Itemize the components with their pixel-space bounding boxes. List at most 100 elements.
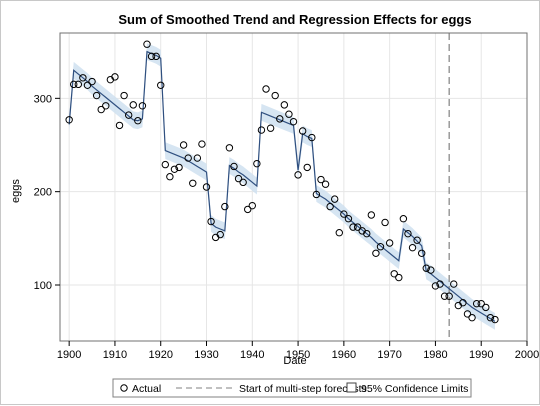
legend-band-label: 95% Confidence Limits — [361, 383, 468, 395]
actual-point — [202, 183, 211, 191]
actual-point — [340, 210, 348, 218]
actual-point — [143, 40, 151, 48]
actual-point — [271, 91, 279, 100]
actual-point — [225, 144, 234, 152]
confidence-band — [69, 43, 495, 330]
actual-point — [445, 292, 453, 300]
actual-point — [463, 310, 472, 318]
x-axis-label: Date — [283, 355, 306, 367]
actual-point — [184, 154, 192, 162]
actual-point — [115, 121, 124, 130]
actual-point — [92, 91, 101, 100]
actual-point — [417, 249, 426, 257]
actual-point — [363, 229, 371, 238]
actual-point — [422, 264, 430, 272]
actual-point — [253, 159, 261, 168]
legend-box — [112, 378, 472, 398]
actual-point — [97, 105, 105, 114]
actual-point — [385, 239, 394, 247]
actual-point — [395, 273, 403, 282]
actual-point — [230, 162, 238, 171]
actual-point — [404, 229, 412, 238]
x-tick-label: 1920 — [148, 349, 172, 361]
actual-point — [317, 175, 325, 184]
actual-point — [244, 205, 252, 214]
actual-point — [459, 299, 467, 307]
actual-point — [65, 116, 73, 124]
actual-point — [207, 217, 215, 226]
actual-point — [381, 218, 389, 227]
plot-area — [59, 32, 528, 342]
actual-point — [349, 223, 357, 231]
actual-point — [408, 243, 417, 252]
actual-point — [234, 174, 243, 183]
x-tick-label: 1950 — [286, 349, 310, 361]
actual-point — [482, 303, 490, 312]
actual-point — [298, 127, 307, 135]
actual-point — [138, 102, 147, 110]
actual-point — [239, 178, 247, 187]
actual-point — [399, 215, 408, 223]
actual-point — [83, 81, 92, 89]
x-tick-label: 1900 — [57, 349, 81, 361]
actual-point — [477, 299, 485, 308]
actual-point — [111, 73, 119, 81]
actual-point — [74, 80, 83, 89]
y-tick-label: 200 — [34, 187, 52, 199]
actual-point — [157, 81, 165, 89]
legend-refline-label: Start of multi-step forecasts — [239, 383, 367, 395]
actual-point — [280, 101, 289, 109]
actual-point — [266, 124, 275, 132]
legend-actual-label: Actual — [132, 383, 161, 395]
actual-point — [427, 266, 435, 274]
actual-point — [367, 211, 376, 219]
x-tick-label: 1960 — [332, 349, 356, 361]
actual-point — [193, 154, 202, 162]
actual-point — [413, 236, 421, 244]
legend-band-swatch — [346, 382, 357, 393]
actual-markers — [65, 40, 499, 324]
actual-point — [468, 313, 476, 322]
actual-point — [390, 270, 398, 278]
actual-point — [189, 179, 197, 187]
x-tick-label: 1990 — [469, 349, 493, 361]
actual-point — [70, 80, 78, 89]
actual-point — [88, 77, 96, 86]
actual-point — [257, 126, 266, 134]
actual-point — [491, 315, 499, 324]
actual-point — [289, 117, 298, 126]
actual-point — [147, 52, 156, 61]
actual-point — [376, 243, 385, 251]
y-axis-label: eggs — [10, 179, 22, 203]
confidence-band-area — [69, 43, 495, 330]
legend: Actual Start of multi-step forecasts 95%… — [112, 378, 472, 398]
y-tick-label: 300 — [34, 93, 52, 105]
actual-point — [472, 299, 481, 308]
x-axis-ticks: 1900 1910 1920 1930 1940 1950 1960 1970 1980 1990… — [57, 341, 539, 361]
actual-point — [312, 190, 321, 199]
actual-point — [175, 163, 183, 172]
actual-point — [161, 160, 170, 169]
actual-point — [276, 115, 284, 123]
x-tick-label: 1910 — [103, 349, 127, 361]
y-axis-ticks: 100 200 300 — [34, 93, 60, 292]
actual-point — [285, 110, 293, 118]
y-tick-label: 100 — [34, 280, 52, 292]
actual-point — [321, 180, 330, 188]
actual-point — [486, 313, 495, 322]
chart-title: Sum of Smoothed Trend and Regression Eff… — [118, 12, 471, 27]
actual-point — [326, 202, 334, 211]
x-tick-label: 1970 — [377, 349, 401, 361]
actual-point — [124, 111, 133, 119]
actual-point — [450, 280, 458, 288]
actual-point — [372, 249, 380, 257]
actual-point — [344, 215, 353, 223]
actual-point — [436, 280, 444, 288]
actual-point — [120, 91, 128, 100]
actual-point — [221, 202, 229, 211]
actual-point — [440, 292, 449, 300]
actual-point — [353, 223, 362, 231]
actual-point — [335, 229, 343, 237]
